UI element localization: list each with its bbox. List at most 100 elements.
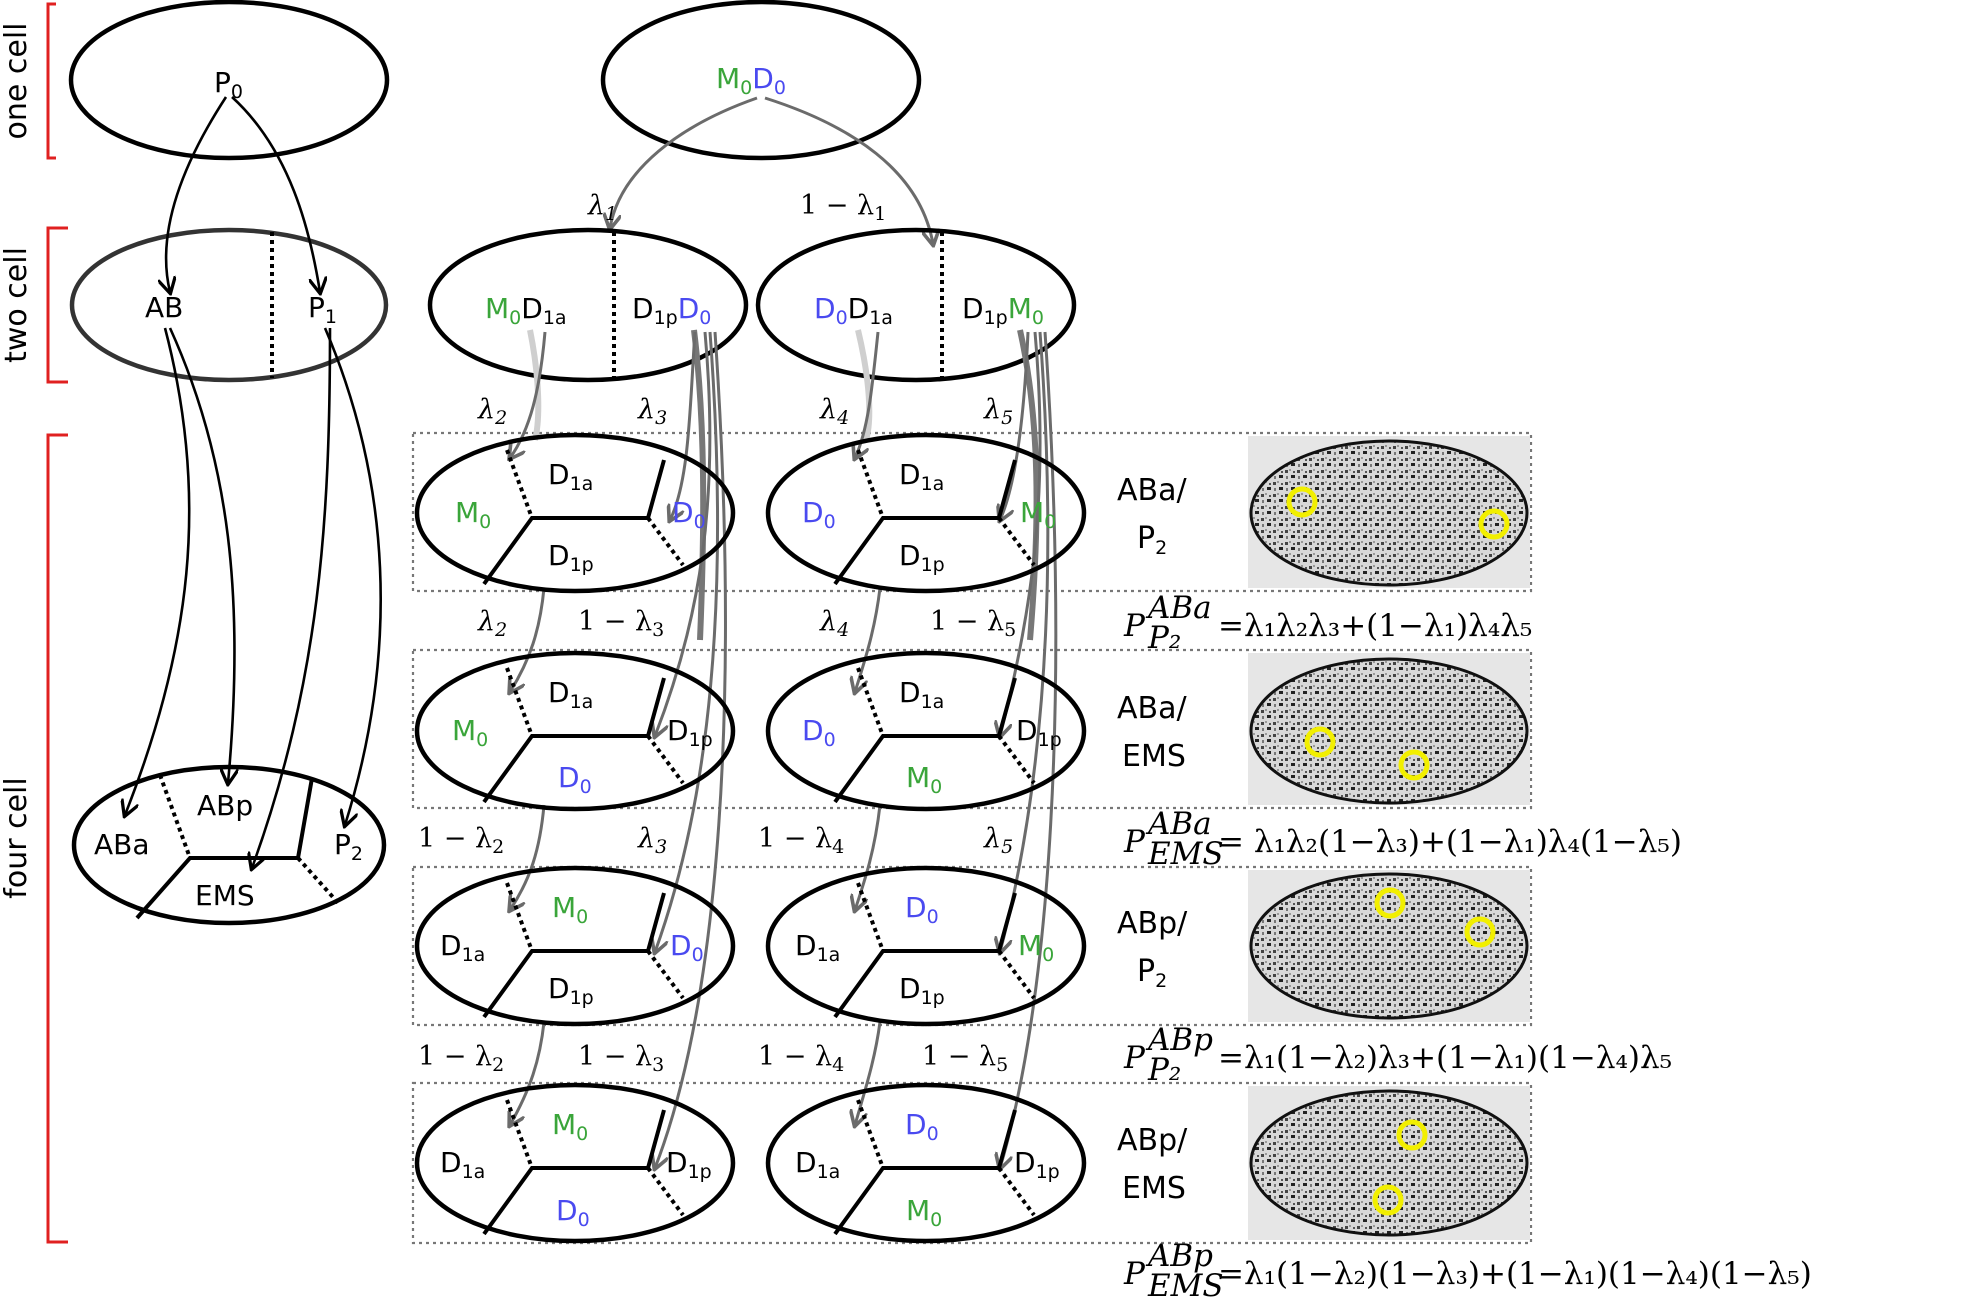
svg-text:D0: D0 <box>905 891 939 928</box>
svg-text:ABa: ABa <box>1145 590 1212 626</box>
svg-text:D1p: D1p <box>1016 714 1062 751</box>
svg-text:λ5: λ5 <box>983 394 1013 429</box>
svg-text:P: P <box>1123 824 1146 860</box>
svg-text:=λ₁λ₂λ₃+(1−λ₁)λ₄λ₅: =λ₁λ₂λ₃+(1−λ₁)λ₄λ₅ <box>1218 608 1532 644</box>
svg-text:EMS: EMS <box>1122 739 1186 774</box>
row-box-4 <box>411 1081 1533 1245</box>
svg-text:M0: M0 <box>1018 929 1054 966</box>
svg-text:D0: D0 <box>802 714 836 751</box>
micrograph-2 <box>1248 653 1530 805</box>
micrograph-4 <box>1248 1086 1530 1240</box>
svg-text:=λ₁(1−λ₂)(1−λ₃)+(1−λ₁)(1−λ₄)(1: =λ₁(1−λ₂)(1−λ₃)+(1−λ₁)(1−λ₄)(1−λ₅) <box>1218 1256 1812 1292</box>
svg-text:P₂: P₂ <box>1147 620 1181 656</box>
svg-text:D1pD0: D1pD0 <box>632 292 711 329</box>
cell-m0d0 <box>600 0 922 161</box>
row-label-4: ABp/ EMS <box>1117 1123 1188 1206</box>
svg-text:D1a: D1a <box>440 1146 485 1183</box>
svg-text:D1p: D1p <box>1014 1146 1060 1183</box>
label-ab: AB <box>145 291 183 324</box>
svg-text:D1pM0: D1pM0 <box>962 292 1044 329</box>
svg-text:D0D1a: D0D1a <box>814 292 893 329</box>
svg-text:D1a: D1a <box>440 929 485 966</box>
svg-text:EMS: EMS <box>1147 836 1224 872</box>
two-cell-variant-a: M0D1a D1pD0 <box>427 227 749 383</box>
svg-text:EMS: EMS <box>1147 1268 1224 1300</box>
svg-text:D1a: D1a <box>899 458 944 495</box>
equation-4: P ABp EMS =λ₁(1−λ₂)(1−λ₃)+(1−λ₁)(1−λ₄)(1… <box>1123 1238 1812 1300</box>
svg-text:P2: P2 <box>1137 954 1167 992</box>
equation-2: P ABa EMS = λ₁λ₂(1−λ₃)+(1−λ₁)λ₄(1−λ₅) <box>1123 806 1682 872</box>
svg-text:1 − λ5: 1 − λ5 <box>922 1041 1008 1076</box>
svg-text:M0: M0 <box>455 496 491 533</box>
label-p1: P1 <box>308 291 337 328</box>
svg-text:D1p: D1p <box>666 1146 712 1183</box>
svg-text:M0: M0 <box>906 761 942 798</box>
svg-text:= λ₁λ₂(1−λ₃)+(1−λ₁)λ₄(1−λ₅): = λ₁λ₂(1−λ₃)+(1−λ₁)λ₄(1−λ₅) <box>1218 824 1682 860</box>
svg-text:D0: D0 <box>672 496 706 533</box>
svg-text:1 − λ3: 1 − λ3 <box>578 1041 664 1076</box>
embryo-r2-a: M0 D1a D0 D1p <box>414 650 736 812</box>
svg-text:D0: D0 <box>670 929 704 966</box>
embryo-r3-a: D1a M0 D1p D0 <box>414 865 736 1027</box>
embryo-r4-a: D1a M0 D0 D1p <box>414 1082 736 1244</box>
svg-text:ABa: ABa <box>1145 806 1212 842</box>
svg-text:EMS: EMS <box>1122 1171 1186 1206</box>
svg-text:D1a: D1a <box>795 1146 840 1183</box>
svg-text:λ4: λ4 <box>819 606 849 641</box>
row-label-3: ABp/ P2 <box>1117 906 1188 992</box>
svg-text:D1p: D1p <box>899 539 945 576</box>
cell-two-cell-left <box>69 227 389 383</box>
svg-text:ABp: ABp <box>1145 1238 1213 1274</box>
row-label-2: ABa/ EMS <box>1117 691 1187 774</box>
svg-text:M0: M0 <box>552 1108 588 1145</box>
svg-text:P: P <box>1123 608 1146 644</box>
svg-text:1 − λ5: 1 − λ5 <box>930 606 1016 641</box>
equation-3: P ABp P₂ =λ₁(1−λ₂)λ₃+(1−λ₁)(1−λ₄)λ₅ <box>1123 1022 1672 1088</box>
svg-text:=λ₁(1−λ₂)λ₃+(1−λ₁)(1−λ₄)λ₅: =λ₁(1−λ₂)λ₃+(1−λ₁)(1−λ₄)λ₅ <box>1218 1040 1672 1076</box>
one-minus-lambda-1-label: 1 − λ1 <box>800 190 886 225</box>
embryo-r3-b: D1a D0 D1p M0 <box>765 865 1087 1027</box>
svg-text:D1p: D1p <box>899 972 945 1009</box>
equation-1: P ABa P₂ =λ₁λ₂λ₃+(1−λ₁)λ₄λ₅ <box>1123 590 1532 656</box>
svg-text:D0: D0 <box>802 496 836 533</box>
svg-text:M0: M0 <box>452 714 488 751</box>
svg-text:λ5: λ5 <box>983 823 1013 858</box>
svg-text:P: P <box>1123 1256 1146 1292</box>
label-p0: P0 <box>214 66 243 103</box>
svg-text:D1a: D1a <box>899 676 944 713</box>
svg-text:D1a: D1a <box>795 929 840 966</box>
svg-text:λ3: λ3 <box>637 823 667 858</box>
svg-text:M0: M0 <box>1020 496 1056 533</box>
svg-text:ABp/: ABp/ <box>1117 1123 1188 1158</box>
svg-text:λ3: λ3 <box>637 394 667 429</box>
embryo-r1-b: D0 D1a D1p M0 <box>765 432 1087 594</box>
row-box-3 <box>411 865 1533 1027</box>
lambda-labels-row1: λ2 λ3 λ4 λ5 <box>477 394 1013 429</box>
svg-text:λ2: λ2 <box>477 394 507 429</box>
svg-text:M0: M0 <box>552 891 588 928</box>
svg-text:P2: P2 <box>1137 521 1167 559</box>
lambda-labels-row4: 1 − λ2 1 − λ3 1 − λ4 1 − λ5 <box>418 1041 1008 1076</box>
embryo-r2-b: D0 D1a M0 D1p <box>765 650 1087 812</box>
label-abp: ABp <box>197 789 253 822</box>
svg-text:ABp/: ABp/ <box>1117 906 1188 941</box>
svg-text:D0: D0 <box>905 1108 939 1145</box>
svg-text:ABp: ABp <box>1145 1022 1213 1058</box>
svg-text:M0D0: M0D0 <box>716 62 786 99</box>
svg-text:M0D1a: M0D1a <box>485 292 567 329</box>
label-p2: P2 <box>334 828 363 865</box>
embryo-r4-b: D1a D0 M0 D1p <box>765 1082 1087 1244</box>
svg-text:D0: D0 <box>558 761 592 798</box>
lambda-labels-row3: 1 − λ2 λ3 1 − λ4 λ5 <box>418 823 1013 858</box>
svg-text:P: P <box>1123 1040 1146 1076</box>
svg-text:λ2: λ2 <box>477 606 507 641</box>
stage-label-one-cell: one cell <box>0 23 34 140</box>
svg-text:D1a: D1a <box>548 676 593 713</box>
svg-text:1 − λ2: 1 − λ2 <box>418 823 504 858</box>
two-cell-variant-b: D0D1a D1pM0 <box>755 227 1077 383</box>
micrograph-1 <box>1248 436 1530 588</box>
row-box-1 <box>411 431 1533 593</box>
svg-text:D1p: D1p <box>548 539 594 576</box>
svg-text:ABa/: ABa/ <box>1117 691 1187 726</box>
